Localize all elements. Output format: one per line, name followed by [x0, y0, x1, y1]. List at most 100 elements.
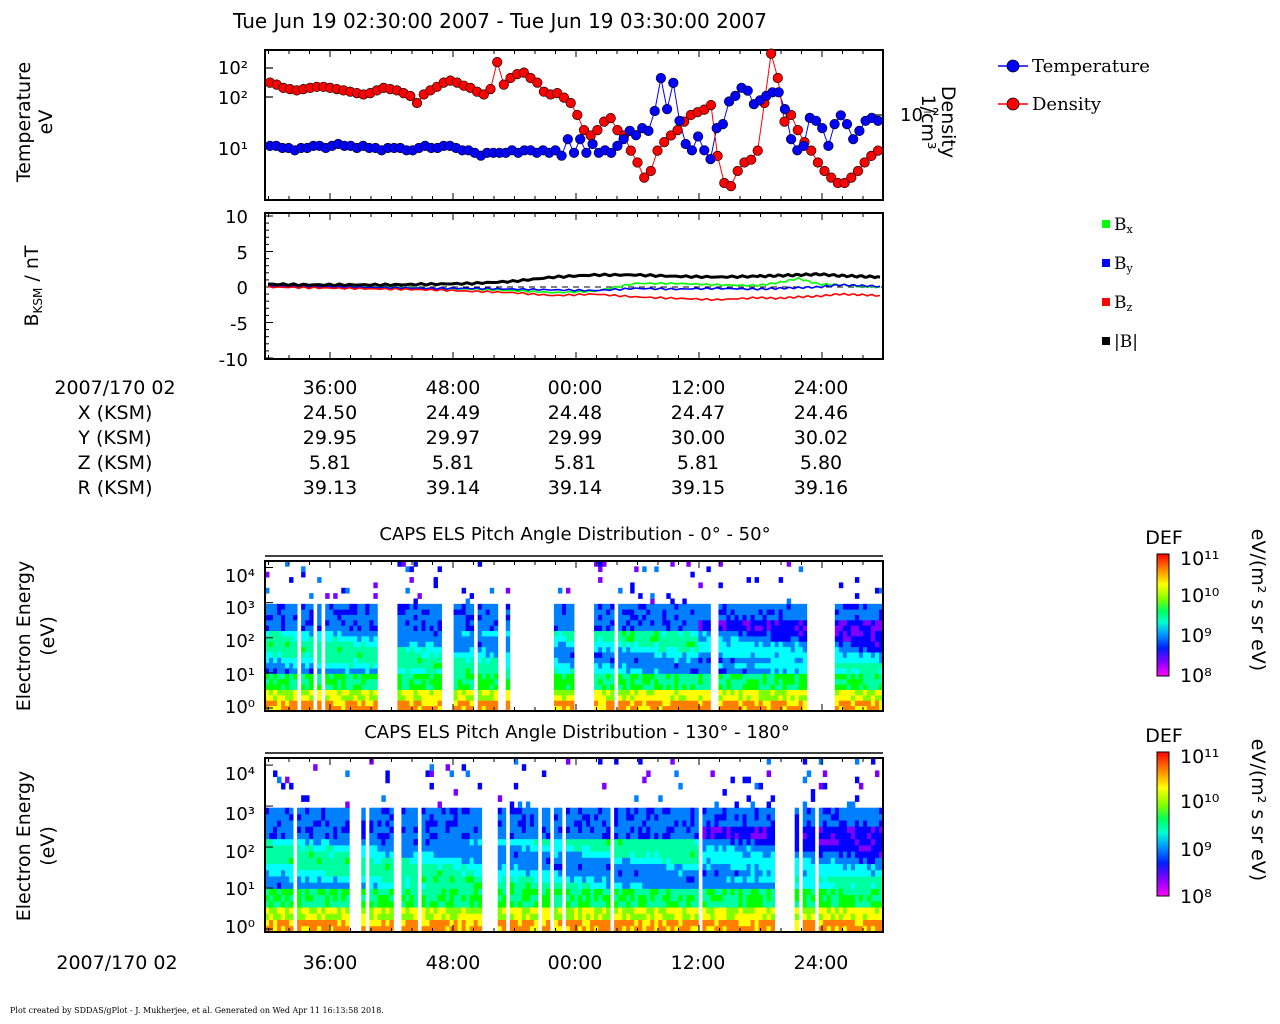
spectrogram-cell [301, 832, 306, 840]
spectrogram-cell [281, 919, 286, 927]
spectrogram-cell [710, 820, 715, 827]
spectrogram-cell [557, 630, 563, 637]
spectrogram-cell [321, 888, 326, 896]
spectrogram-cell [329, 630, 334, 637]
spectrogram-cell [802, 694, 808, 701]
spectrogram-cell [658, 832, 663, 840]
spectrogram-cell [553, 857, 559, 865]
spectrogram-cell [565, 668, 571, 674]
spectrogram-cell [694, 668, 699, 674]
panel1-ytick-label: 10² [218, 58, 248, 79]
spectrogram-cell [529, 820, 535, 827]
spectrogram-cell [610, 657, 615, 664]
spectrogram-cell [429, 807, 434, 815]
spectrogram-cell [569, 609, 575, 615]
spectrogram-cell [401, 619, 406, 626]
spectrogram-cell [409, 577, 414, 583]
spectrogram-cell [650, 662, 655, 669]
spectrogram-cell [365, 673, 370, 680]
spectrogram-cell [594, 662, 599, 669]
spectrogram-cell [642, 845, 647, 852]
spectrogram-cell [762, 700, 768, 707]
spectrogram-cell [373, 826, 378, 833]
spectrogram-cell [385, 857, 390, 865]
spectrogram-cell [473, 919, 479, 927]
spectrogram-cell [726, 863, 731, 871]
spectrogram-cell [878, 636, 884, 642]
spectrogram-cell [341, 705, 346, 712]
spectrogram-cell [361, 668, 366, 674]
spectrogram-cell [425, 851, 430, 858]
spectrogram-cell [750, 820, 755, 827]
spectrogram-cell [433, 832, 438, 840]
spectrogram-cell [658, 888, 663, 896]
spectrogram-cell [686, 894, 691, 902]
ephemeris-value: 39.15 [671, 477, 725, 499]
spectrogram-cell [626, 907, 631, 914]
spectrogram-cell [317, 657, 322, 664]
spectrogram-cell [265, 869, 270, 877]
spectrogram-cell [365, 646, 370, 653]
spectrogram-cell [766, 636, 772, 642]
spectrogram-cell [674, 700, 679, 707]
spectrogram-cell [646, 826, 651, 833]
spectrogram-cell [521, 851, 527, 858]
spectrogram-cell [325, 700, 330, 707]
spectrogram-cell [469, 882, 475, 889]
spectrogram-cell [329, 700, 334, 707]
spectrogram-cell [666, 673, 671, 680]
spectrogram-cell [674, 646, 679, 653]
spectrogram-cell [658, 820, 663, 827]
spectrogram-cell [565, 694, 571, 701]
spectrogram-cell [293, 662, 298, 669]
spectrogram-cell [281, 646, 286, 653]
spectrogram-cell [269, 851, 274, 858]
spectrogram-cell [405, 813, 410, 821]
spectrogram-cell [297, 813, 302, 821]
spectrogram-cell [329, 619, 334, 626]
spectrogram-cell [421, 630, 426, 637]
spectrogram-cell [465, 625, 471, 632]
spectrogram-cell [437, 689, 442, 696]
spectrogram-cell [790, 673, 796, 680]
spectrogram-cell [321, 838, 326, 846]
density-point [705, 99, 717, 111]
spectrogram-cell [297, 900, 302, 908]
spectrogram-cell [630, 820, 635, 827]
spectrogram-cell [870, 641, 876, 648]
spectrogram-cell [373, 705, 378, 712]
spectrogram-cell [405, 913, 410, 920]
spectrogram-cell [401, 845, 406, 852]
spectrogram-cell [417, 619, 422, 626]
spectrogram-cell [698, 662, 703, 669]
spectrogram-cell [501, 894, 507, 902]
spectrogram-cell [541, 869, 547, 877]
spectrogram-cell [638, 657, 643, 664]
spectrogram-cell [738, 820, 743, 827]
spectrogram-cell [501, 882, 507, 889]
spectrogram-cell [429, 900, 434, 908]
spectrogram-cell [265, 863, 270, 871]
spectrogram-cell [465, 919, 471, 927]
spectrogram-cell [574, 900, 579, 908]
spectrogram-cell [722, 625, 727, 632]
spectrogram-cell [738, 826, 743, 833]
spectrogram-cell [702, 625, 707, 632]
spectrogram-ylabel-unit: (eV) [37, 616, 59, 656]
spectrogram-cell [598, 614, 603, 621]
spectrogram-cell [425, 857, 430, 865]
spectrogram-cell [838, 678, 844, 685]
spectrogram-cell [401, 869, 406, 877]
spectrogram-cell [289, 641, 294, 648]
spectrogram-cell [569, 641, 575, 648]
spectrogram-cell [305, 630, 310, 637]
spectrogram-cell [614, 888, 619, 896]
spectrogram-cell [505, 614, 511, 621]
spectrogram-cell [722, 614, 727, 621]
spectrogram-cell [541, 863, 547, 871]
spectrogram-cell [646, 813, 651, 821]
spectrogram-cell [513, 913, 519, 920]
spectrogram-cell [389, 876, 394, 883]
spectrogram-cell [421, 641, 426, 648]
spectrogram-cell [642, 863, 647, 871]
